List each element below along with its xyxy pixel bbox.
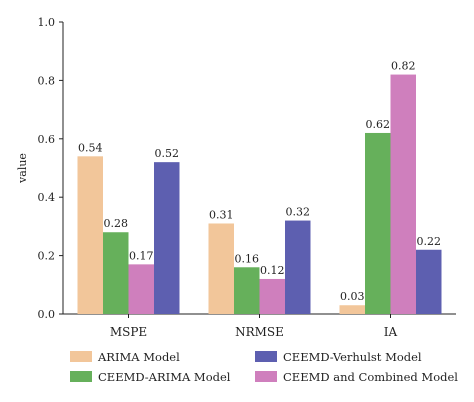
data-label: 0.22 [417, 235, 442, 248]
bar [285, 220, 311, 314]
bar [234, 267, 260, 314]
x-category-label: IA [384, 325, 398, 339]
bar [77, 156, 103, 314]
y-tick-label: 0.0 [38, 308, 56, 321]
value-labels-group: 0.54 0.28 0.17 0.52 0.31 0.160.12 0.32 0.03 0.62… [78, 60, 441, 304]
axes: 0.0 0.2 0.4 0.6 0.8 1.0 value MSPE NRMSE IA [16, 16, 456, 339]
data-label: 0.12 [260, 264, 285, 277]
bar [390, 74, 416, 314]
bar [259, 278, 285, 314]
y-tick-label: 1.0 [38, 16, 56, 29]
data-label: 0.52 [155, 147, 180, 160]
bar [365, 132, 391, 314]
bar [339, 305, 365, 314]
legend: ARIMA Model CEEMD-Verhulst Model CEEMD-ARI… [70, 350, 458, 384]
bar [103, 232, 129, 314]
data-label: 0.17 [129, 249, 154, 262]
bar [416, 249, 442, 314]
data-label: 0.28 [104, 217, 129, 230]
legend-swatch [70, 351, 92, 362]
data-label: 0.32 [286, 206, 311, 219]
bar [128, 264, 154, 314]
x-category-label: MSPE [110, 325, 147, 339]
bar [154, 162, 180, 314]
data-label: 0.54 [78, 141, 103, 154]
legend-swatch [255, 371, 277, 382]
legend-swatch [255, 351, 277, 362]
y-tick-label: 0.6 [38, 133, 56, 146]
y-tick-label: 0.8 [38, 74, 56, 87]
legend-label: CEEMD-ARIMA Model [98, 370, 231, 384]
x-category-label: NRMSE [235, 325, 284, 339]
legend-swatch [70, 371, 92, 382]
y-tick-label: 0.4 [38, 191, 56, 204]
data-label: 0.62 [366, 118, 391, 131]
legend-label: ARIMA Model [97, 350, 180, 364]
bars-group [77, 74, 442, 314]
data-label: 0.03 [340, 290, 365, 303]
y-axis-label: value [16, 153, 29, 184]
data-label: 0.82 [391, 60, 416, 73]
legend-label: CEEMD-Verhulst Model [283, 350, 422, 364]
y-tick-label: 0.2 [38, 250, 56, 263]
bar [208, 223, 234, 314]
data-label: 0.31 [209, 208, 234, 221]
data-label: 0.16 [235, 252, 260, 265]
legend-label: CEEMD and Combined Model [283, 370, 458, 384]
